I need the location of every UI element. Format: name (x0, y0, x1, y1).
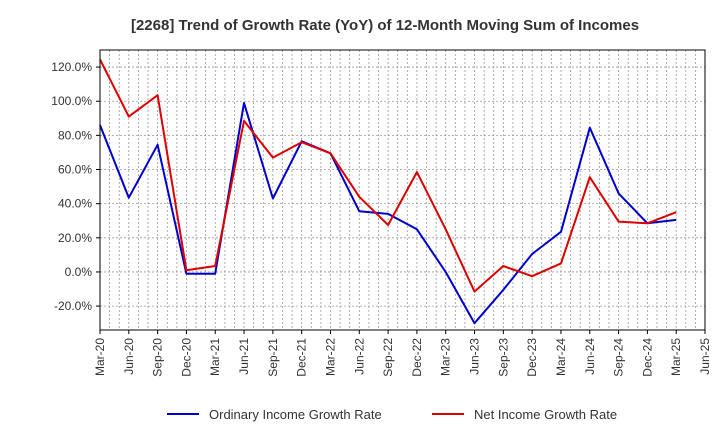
x-tick-label: Jun-23 (468, 338, 482, 375)
x-tick-label: Jun-25 (698, 338, 712, 375)
grid (99, 50, 706, 330)
y-tick-label: 40.0% (58, 197, 92, 211)
y-tick-label: 20.0% (58, 231, 92, 245)
x-tick-label: Mar-25 (669, 338, 683, 376)
x-tick-label: Dec-21 (295, 338, 309, 377)
y-tick-label: 60.0% (58, 163, 92, 177)
plot-frame (99, 49, 706, 331)
x-tick-label: Mar-23 (439, 338, 453, 376)
x-tick-label: Dec-23 (525, 338, 539, 377)
y-tick-label: 0.0% (65, 265, 93, 279)
x-axis: Mar-20 Jun-20 Sep-20 Dec-20 Mar-21 Jun-21 Sep-… (93, 330, 712, 377)
x-tick-label: Mar-21 (208, 338, 222, 376)
y-axis: -20.0% 0.0% 20.0% 40.0% 60.0% 80.0% 100.0% 120.… (51, 60, 100, 313)
x-tick-label: Dec-20 (179, 338, 193, 377)
x-tick-label: Jun-21 (237, 338, 251, 375)
x-tick-label: Mar-24 (554, 338, 568, 376)
x-tick-label: Mar-20 (93, 338, 107, 376)
y-tick-label: 120.0% (51, 60, 92, 74)
chart-title: [2268] Trend of Growth Rate (YoY) of 12-… (131, 17, 639, 34)
series-line-1 (99, 101, 677, 325)
y-tick-label: -20.0% (54, 299, 92, 313)
legend: Ordinary Income Growth Rate Net Income Gr… (167, 407, 617, 422)
legend-label-1: Ordinary Income Growth Rate (209, 407, 382, 422)
x-tick-label: Sep-21 (266, 338, 280, 377)
x-tick-label: Mar-22 (323, 338, 337, 376)
x-tick-label: Sep-22 (381, 338, 395, 377)
y-tick-label: 80.0% (58, 128, 92, 142)
x-tick-label: Jun-20 (122, 338, 136, 375)
x-tick-label: Jun-22 (352, 338, 366, 375)
x-tick-label: Sep-20 (151, 338, 165, 377)
x-tick-label: Jun-24 (583, 338, 597, 375)
series-lines (99, 58, 677, 325)
x-tick-label: Sep-24 (612, 338, 626, 377)
y-tick-label: 100.0% (51, 94, 92, 108)
x-tick-label: Dec-22 (410, 338, 424, 377)
x-tick-label: Sep-23 (496, 338, 510, 377)
series-line-2 (99, 58, 677, 293)
x-tick-label: Dec-24 (640, 338, 654, 377)
legend-label-2: Net Income Growth Rate (474, 407, 617, 422)
